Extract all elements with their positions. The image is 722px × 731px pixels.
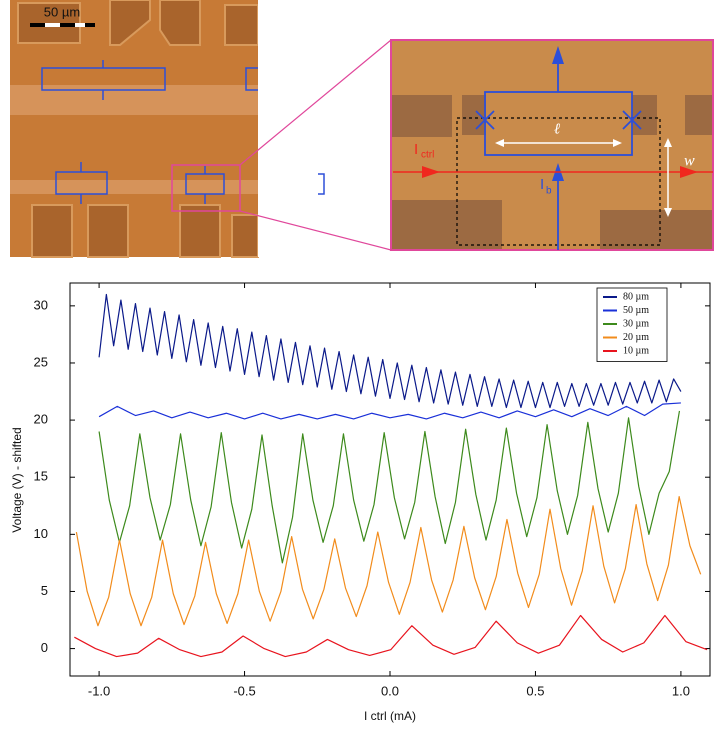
x-tick-label: -1.0 [88, 683, 110, 698]
y-tick-label: 10 [34, 526, 48, 541]
y-tick-label: 20 [34, 412, 48, 427]
legend-label: 80 µm [623, 291, 649, 302]
x-tick-label: 1.0 [672, 683, 690, 698]
inset: ℓ w I ctrl I b [390, 39, 714, 251]
legend-label: 50 µm [623, 305, 649, 316]
x-tick-label: 0.0 [381, 683, 399, 698]
x-tick-label: -0.5 [233, 683, 255, 698]
y-tick-label: 25 [34, 354, 48, 369]
data-line [74, 614, 708, 658]
x-axis-label: I ctrl (mA) [364, 709, 416, 723]
data-line [98, 410, 681, 564]
legend-label: 10 µm [623, 345, 649, 356]
i-ctrl-sub: ctrl [421, 150, 434, 161]
length-label: ℓ [554, 121, 560, 137]
scale-bar-label: 50 µm [44, 4, 80, 19]
i-b-label: I [540, 176, 544, 193]
legend-label: 20 µm [623, 332, 649, 343]
y-tick-label: 0 [41, 640, 48, 655]
micrograph: 50 µm [10, 0, 325, 258]
y-tick-label: 30 [34, 297, 48, 312]
y-axis-label: Voltage (V) - shifted [10, 427, 24, 532]
y-tick-label: 5 [41, 583, 48, 598]
i-ctrl-label: I [414, 141, 418, 158]
width-label: w [684, 153, 695, 170]
data-line [75, 496, 702, 627]
y-tick-label: 15 [34, 469, 48, 484]
i-b-sub: b [546, 186, 552, 197]
x-tick-label: 0.5 [526, 683, 544, 698]
legend-label: 30 µm [623, 318, 649, 329]
data-line [98, 293, 682, 409]
data-line [98, 402, 681, 420]
